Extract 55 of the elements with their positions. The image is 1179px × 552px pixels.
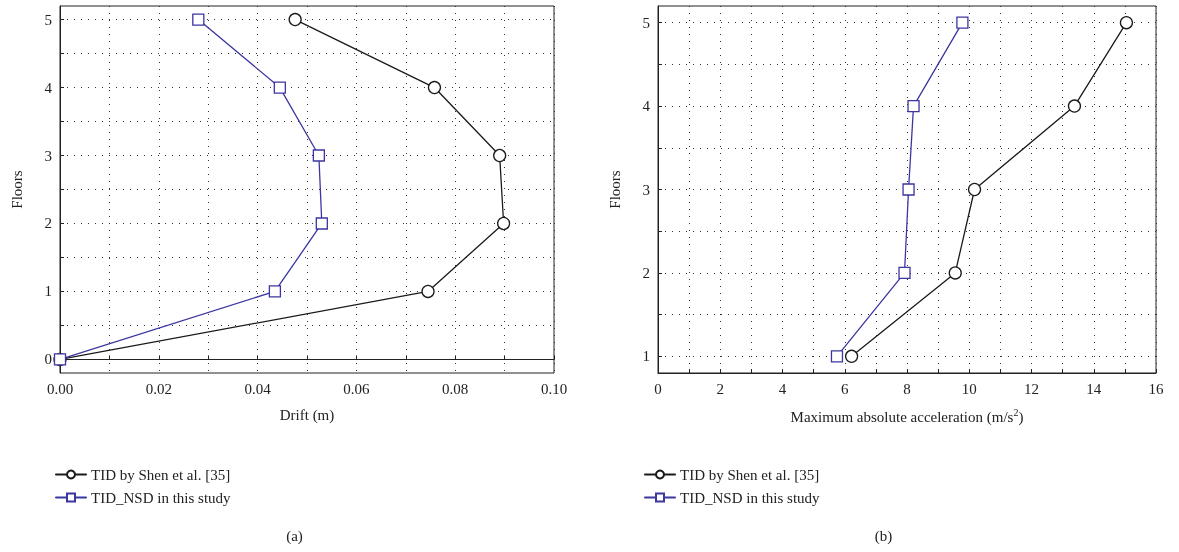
x-tick-label: 0.02 [145, 380, 172, 397]
x-tick-label: 12 [1024, 380, 1039, 397]
x-tick-label: 8 [903, 380, 911, 397]
point [844, 349, 859, 363]
point [288, 12, 302, 27]
x-tick-label: 0.10 [540, 380, 568, 397]
legend-label: TID by Shen et al. [35] [91, 466, 231, 483]
text: (a) [286, 527, 303, 545]
x-tick-label: 2 [716, 380, 724, 397]
y-tick-label: 3 [44, 147, 52, 164]
point [898, 266, 911, 280]
y-tick-label: 2 [642, 264, 650, 281]
point [830, 350, 844, 363]
point [427, 80, 442, 95]
point [902, 183, 915, 196]
x-tick-label: 0 [654, 380, 662, 397]
y-tick-label: 2 [44, 215, 52, 232]
point [907, 99, 920, 113]
x-axis-title: Drift (m) [279, 406, 335, 424]
x-tick-label: 6 [841, 380, 849, 397]
x-tick-label: 0.06 [343, 380, 371, 397]
point [312, 149, 326, 162]
point [192, 13, 205, 26]
x-tick-label: 0.04 [244, 380, 272, 397]
y-tick-label: 4 [642, 98, 651, 115]
x-tick-label: 0.00 [46, 380, 74, 397]
point [421, 284, 435, 299]
x-tick-label: 0.08 [442, 380, 469, 397]
point [496, 216, 511, 231]
text: (b) [874, 527, 893, 545]
point [1067, 99, 1082, 113]
y-axis-title: Floors [606, 170, 623, 209]
point [268, 285, 282, 298]
y-tick-label: 4 [44, 79, 53, 96]
x-tick-label: 4 [778, 380, 787, 397]
y-tick-label: 5 [642, 14, 650, 31]
y-tick-label: 3 [642, 181, 650, 198]
point [273, 81, 286, 94]
point [967, 182, 982, 197]
point [315, 217, 328, 230]
y-axis-title: Floors [8, 170, 25, 209]
x-tick-label: 16 [1148, 380, 1164, 397]
x-tick-label: 14 [1086, 380, 1102, 397]
y-tick-label: 0 [44, 351, 52, 368]
legend-label: TID_NSD in this study [91, 489, 232, 506]
point [1119, 16, 1134, 30]
point [956, 16, 969, 29]
point [493, 148, 507, 163]
x-tick-label: 10 [961, 380, 977, 397]
y-tick-label: 5 [44, 11, 52, 28]
point [948, 266, 962, 280]
legend-label: TID by Shen et al. [35] [680, 466, 820, 483]
legend-label: TID_NSD in this study [680, 489, 821, 506]
y-tick-label: 1 [44, 283, 52, 300]
y-tick-label: 1 [642, 348, 650, 365]
